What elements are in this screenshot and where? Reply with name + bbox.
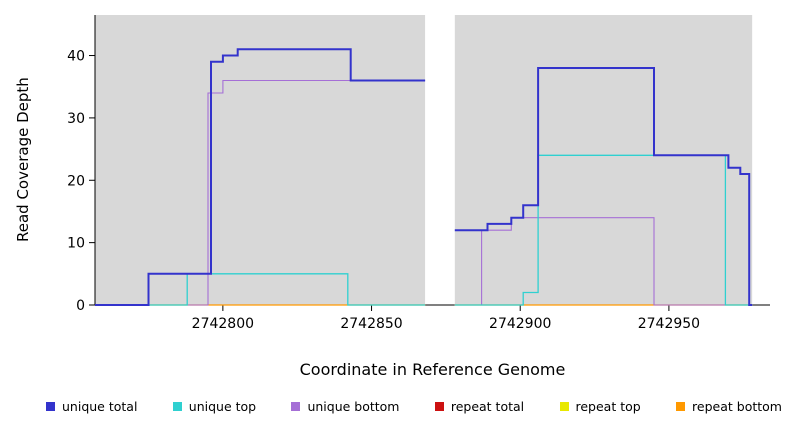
- legend: unique total unique top unique bottom re…: [46, 399, 782, 414]
- legend-item-unique-total: unique total: [46, 399, 137, 414]
- legend-swatch-unique-bottom: [291, 402, 301, 411]
- legend-swatch-unique-top: [172, 402, 182, 411]
- series-line-unique-top: [454, 154, 753, 306]
- x-tick-label: 2742900: [489, 316, 551, 332]
- series-line-unique-bottom: [95, 79, 426, 306]
- legend-label-unique-bottom: unique bottom: [307, 399, 400, 414]
- legend-item-repeat-total: repeat total: [434, 399, 525, 414]
- x-tick-label: 2742950: [638, 316, 700, 332]
- y-tick-label: 30: [67, 111, 85, 127]
- legend-swatch-repeat-top: [559, 402, 569, 411]
- shaded-region: [95, 15, 426, 305]
- y-tick-label: 0: [76, 298, 85, 314]
- legend-item-unique-bottom: unique bottom: [291, 399, 400, 414]
- x-axis-title: Coordinate in Reference Genome: [299, 360, 566, 379]
- shaded-region: [454, 15, 753, 305]
- x-tick-label: 2742800: [192, 316, 254, 332]
- legend-swatch-repeat-bottom: [676, 402, 686, 411]
- series-line-unique-total: [454, 67, 753, 306]
- plot-canvas: 0 10 20 30 40 2742800 2742850 2742900 2742950: [67, 15, 770, 332]
- series-line-unique-top: [95, 273, 426, 306]
- legend-item-unique-top: unique top: [172, 399, 257, 414]
- legend-item-repeat-bottom: repeat bottom: [676, 399, 782, 414]
- y-tick-label: 10: [67, 236, 85, 252]
- legend-swatch-unique-total: [46, 402, 55, 411]
- legend-label-repeat-bottom: repeat bottom: [692, 399, 782, 414]
- y-tick-label: 40: [67, 49, 85, 65]
- x-tick-label: 2742850: [340, 316, 402, 332]
- legend-swatch-repeat-total: [434, 402, 444, 411]
- legend-label-repeat-total: repeat total: [450, 399, 525, 414]
- y-tick-label: 20: [67, 173, 85, 189]
- legend-label-repeat-top: repeat top: [575, 399, 641, 414]
- y-axis-title: Read Coverage Depth: [14, 77, 32, 243]
- series-line-unique-total: [95, 48, 426, 306]
- legend-item-repeat-top: repeat top: [559, 399, 641, 414]
- legend-label-unique-top: unique top: [188, 399, 257, 414]
- legend-label-unique-total: unique total: [62, 399, 138, 414]
